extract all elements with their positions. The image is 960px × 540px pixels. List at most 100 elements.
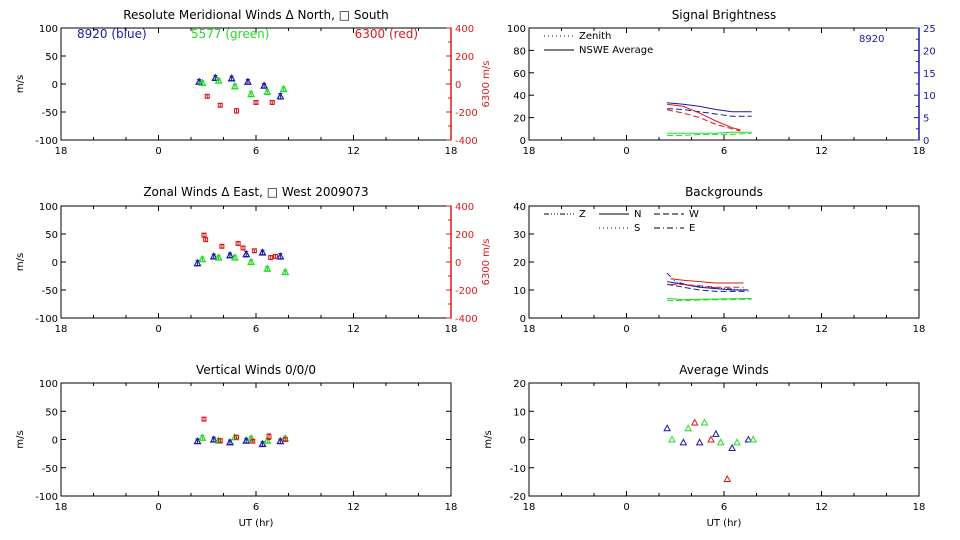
legend-label-red: 6300 (red) [355,27,418,41]
data-point [225,251,235,259]
data-point [668,435,676,443]
data-point [230,81,239,90]
data-point [723,475,732,483]
data-point [258,248,267,256]
y-tick-label: 0 [52,80,58,91]
x-tick-label: 18 [445,146,458,157]
data-point [242,249,251,258]
x-tick-label: 6 [721,324,727,335]
data-point [733,438,741,446]
data-point [749,435,758,443]
data-point [209,252,218,260]
data-point [225,438,235,446]
y-tick-label: -50 [42,286,58,297]
x-tick-label: 0 [155,146,161,157]
y-tick-label: 0 [52,436,58,447]
x-tick-label: 12 [815,324,828,335]
chart-title: Average Winds [679,363,769,377]
x-tick-label: 18 [445,324,458,335]
panel-zonal: Zonal Winds Δ East, □ West 2009073 18 0 6 12… [15,185,492,335]
data-point [240,245,246,251]
chart-title: Zonal Winds Δ East, □ West 2009073 [143,185,368,199]
data-point [219,243,225,249]
y-tick-label: 0 [520,436,526,447]
data-point [728,443,736,451]
x-tick-label: 0 [623,146,629,157]
series-6300-zenith [667,109,741,132]
chart-title: Vertical Winds 0/0/0 [196,363,316,377]
right-axis-label: 6300 m/s [481,239,492,286]
y-axis-label: m/s [15,253,26,271]
x-tick-label: 18 [913,502,926,513]
data-point [282,437,288,442]
plot-frame [60,382,452,497]
right-y-tick-label: 0 [455,80,461,91]
y-tick-label: -10 [510,464,526,475]
data-point [679,438,688,446]
data-point [684,424,693,432]
chart-title: Signal Brightness [672,8,777,22]
series-8920-zenith [667,108,752,117]
y-tick-label: 100 [39,202,58,213]
y-tick-label: -50 [42,108,58,119]
data-point [214,253,223,261]
right-y-tick-label: 200 [455,230,474,241]
data-point [276,92,285,100]
series-line [667,283,749,292]
legend-label: NSWE Average [579,45,653,56]
data-point [744,435,753,443]
y-tick-label: -100 [35,314,58,325]
data-point [198,78,207,86]
data-point [707,435,715,443]
x-tick-label: 18 [523,502,536,513]
series-6300-avg [667,103,741,131]
right-y-tick-label: 25 [923,24,936,35]
x-tick-label: 12 [347,324,360,335]
series-line [667,108,752,117]
y-tick-label: 60 [513,69,526,80]
series-8920-avg [667,102,752,113]
series-line [667,109,741,132]
data-point [253,99,259,105]
x-tick-label: 18 [55,324,68,335]
right-y-tick-label: 5 [923,114,929,125]
data-point [203,237,209,243]
data-point [211,73,220,81]
series-6300 [201,416,288,444]
chart-title: Resolute Meridional Winds Δ North, □ Sou… [123,8,389,22]
series-6300 [201,232,278,261]
y-tick-label: -20 [510,492,526,503]
series-line [667,132,752,136]
data-point [663,424,671,432]
series-5577 [198,76,288,98]
x-tick-label: 18 [913,324,926,335]
series-line [670,278,744,284]
series-8920 [193,248,285,267]
y-tick-label: 100 [39,24,58,35]
series-5577 [668,418,758,446]
legend-label: E [689,223,695,234]
x-tick-label: 12 [815,502,828,513]
y-tick-label: 10 [513,407,526,418]
data-point [273,253,278,259]
series-5577-N [667,297,752,301]
chart-title: Backgrounds [685,185,763,199]
x-tick-label: 6 [721,146,727,157]
plot-frame [528,382,920,497]
legend-label-green: 5577 (green) [191,27,269,41]
y-axis-label: m/s [15,75,26,93]
x-tick-label: 12 [347,146,360,157]
x-tick-label: 0 [155,324,161,335]
series-5577-W [667,298,752,302]
data-point [234,108,239,114]
right-y-tick-label: 10 [923,91,936,102]
x-tick-label: 12 [347,502,360,513]
series-5577-zenith [667,132,752,136]
y-tick-label: 0 [520,314,526,325]
series-6300 [204,93,275,114]
series-8920-W [667,283,749,292]
y-tick-label: -100 [35,136,58,147]
